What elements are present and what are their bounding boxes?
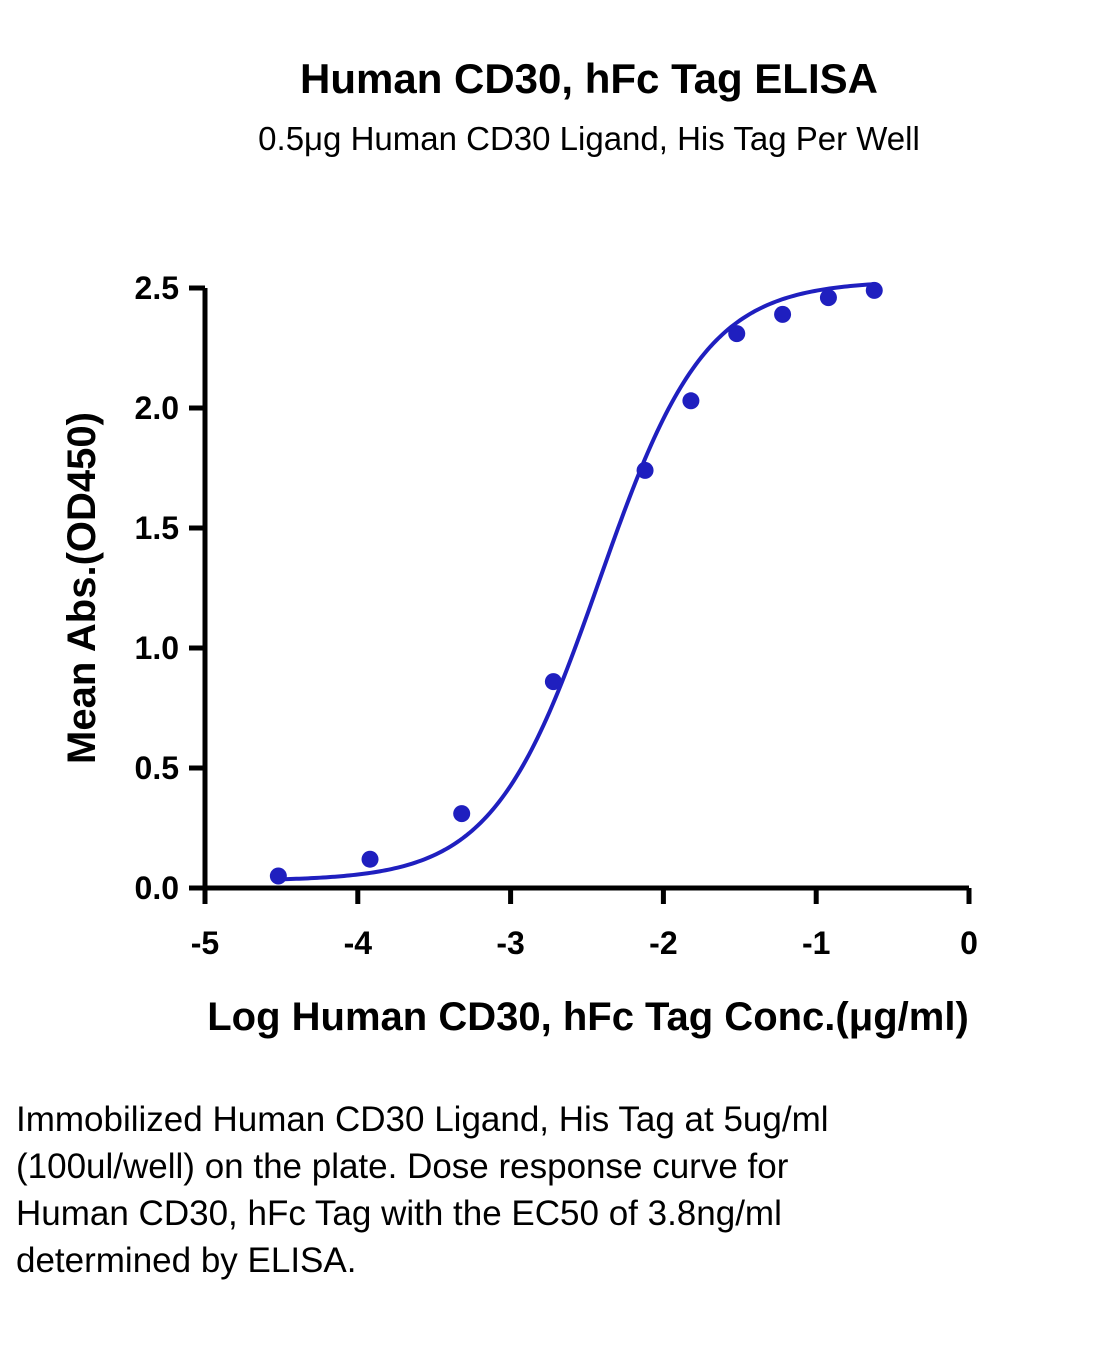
- x-tick-label: -3: [496, 925, 524, 961]
- data-point: [269, 867, 287, 885]
- fit-curve-layer: [278, 282, 875, 882]
- data-point: [728, 325, 746, 343]
- x-tick-label: 0: [960, 925, 978, 961]
- data-point: [361, 850, 379, 868]
- chart-axes: [202, 288, 969, 891]
- y-axis-ticks: 0.0 0.5 1.0 1.5 2.0 2.5: [135, 270, 205, 906]
- chart-subtitle: 0.5μg Human CD30 Ligand, His Tag Per Wel…: [258, 120, 920, 157]
- x-tick-label: -5: [191, 925, 219, 961]
- fit-curve: [278, 282, 875, 882]
- data-point: [453, 805, 471, 823]
- y-axis-label: Mean Abs.(OD450): [60, 412, 104, 764]
- y-tick-label: 1.5: [135, 510, 179, 546]
- y-tick-label: 1.0: [135, 630, 179, 666]
- figure-caption: Immobilized Human CD30 Ligand, His Tag a…: [16, 1100, 829, 1280]
- x-axis-label: Log Human CD30, hFc Tag Conc.(μg/ml): [207, 995, 969, 1039]
- y-tick-label: 0.5: [135, 750, 179, 786]
- data-point: [544, 673, 562, 691]
- data-point: [819, 289, 837, 307]
- data-point: [865, 281, 883, 299]
- chart-title: Human CD30, hFc Tag ELISA: [300, 55, 878, 102]
- x-tick-label: -2: [649, 925, 677, 961]
- x-axis-ticks: -5 -4 -3 -2 -1 0: [191, 888, 978, 961]
- data-point: [682, 392, 700, 410]
- y-tick-label: 2.0: [135, 390, 179, 426]
- data-point: [774, 305, 792, 323]
- x-tick-label: -1: [802, 925, 830, 961]
- x-tick-label: -4: [344, 925, 373, 961]
- elisa-chart: Human CD30, hFc Tag ELISA 0.5μg Human CD…: [60, 55, 978, 1039]
- y-tick-label: 0.0: [135, 870, 179, 906]
- y-tick-label: 2.5: [135, 270, 179, 306]
- data-point: [636, 461, 654, 479]
- data-points: [269, 281, 883, 885]
